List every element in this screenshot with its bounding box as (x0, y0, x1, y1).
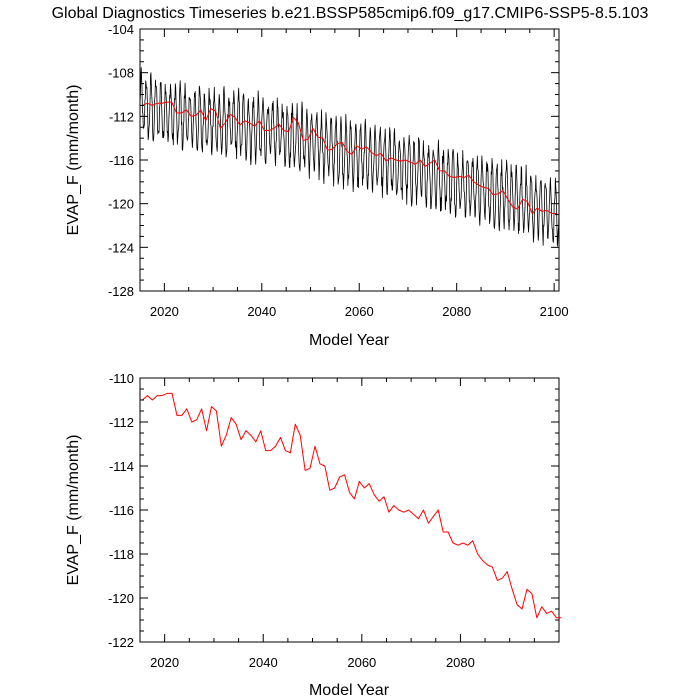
x-tick-label: 2080 (446, 655, 475, 670)
x-tick-label: 2100 (540, 304, 569, 319)
y-tick-label: -110 (109, 371, 134, 386)
y-tick-label: -114 (109, 459, 134, 474)
y-tick-label: -120 (108, 591, 134, 606)
ticks-layer: 2020 2040 2060 2080 2100 -128 -124 -120 -116 -112… (108, 22, 569, 319)
x-tick-label: 2040 (247, 304, 276, 319)
monthly-series-line (139, 67, 560, 247)
y-tick-label: -104 (108, 22, 134, 37)
series-layer (142, 392, 562, 619)
annual-mean-series-line (142, 392, 562, 619)
annual-timeseries-panel: 2020 2040 2060 2080 -122 -120 -118 -116 -114 -112… (65, 371, 562, 699)
ticks-layer: 2020 2040 2060 2080 -122 -120 -118 -116 -114 -112… (108, 371, 560, 670)
y-tick-label: -118 (109, 547, 134, 562)
monthly-timeseries-panel: 2020 2040 2060 2080 2100 -128 -124 -120 -116 -112… (65, 22, 569, 349)
plot-frame (139, 377, 560, 643)
y-tick-label: -128 (108, 284, 134, 299)
y-tick-label: -112 (109, 415, 134, 430)
x-tick-label: 2080 (442, 304, 471, 319)
x-axis-label: Model Year (309, 682, 390, 699)
y-axis-label: EVAP_F (mm/month) (65, 435, 82, 586)
x-tick-label: 2040 (249, 655, 278, 670)
annual-mean-series-line (142, 101, 557, 214)
y-axis-label: EVAP_F (mm/month) (65, 85, 82, 236)
series-layer (139, 67, 560, 247)
x-tick-label: 2020 (150, 304, 179, 319)
x-tick-label: 2060 (345, 304, 374, 319)
figure-title: Global Diagnostics Timeseries b.e21.BSSP… (52, 5, 649, 22)
x-axis-label: Model Year (309, 332, 390, 349)
y-tick-label: -112 (109, 109, 134, 124)
y-tick-label: -122 (108, 635, 134, 650)
x-tick-label: 2020 (150, 655, 179, 670)
y-tick-label: -116 (109, 153, 134, 168)
y-tick-label: -108 (108, 66, 134, 81)
x-tick-label: 2060 (347, 655, 376, 670)
y-tick-label: -124 (108, 240, 134, 255)
y-tick-label: -120 (108, 197, 134, 212)
y-tick-label: -116 (109, 503, 134, 518)
